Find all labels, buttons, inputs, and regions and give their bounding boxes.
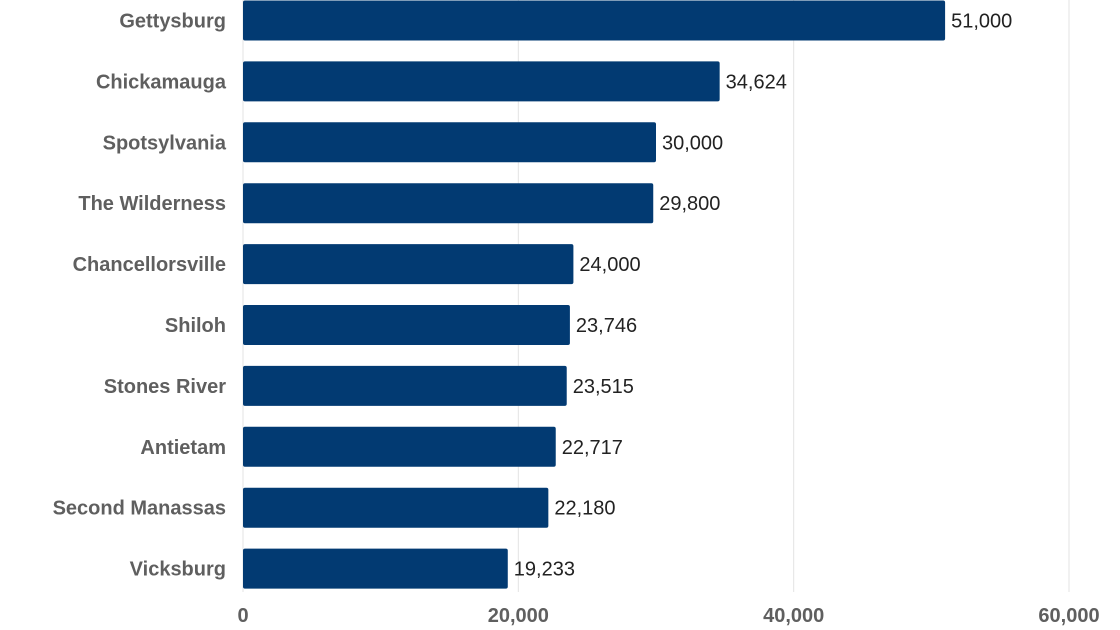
bar [243,61,720,102]
category-label: Vicksburg [130,559,226,581]
value-label: 24,000 [579,254,640,276]
x-tick-label: 40,000 [763,605,824,627]
x-tick-label: 20,000 [488,605,549,627]
category-label: Spotsylvania [103,132,227,154]
value-label: 30,000 [662,132,723,154]
bar [243,0,946,41]
value-label: 22,180 [554,498,615,520]
bar [243,183,654,224]
category-label: Antietam [140,437,226,459]
category-label: Chickamauga [96,71,227,93]
bar [243,305,570,345]
category-label: Stones River [104,376,226,398]
category-label: Gettysburg [119,11,226,33]
bar-layer [243,0,946,589]
bar [243,244,574,285]
bar [243,487,549,528]
category-label: Shiloh [165,315,226,337]
value-label: 29,800 [659,193,720,215]
value-label: 23,746 [576,315,637,337]
category-label: Second Manassas [53,498,226,520]
x-tick-label: 0 [237,605,248,627]
label-layer: Gettysburg 51,000 Chickamauga 34,624 Spotsyl… [53,11,1013,581]
value-label: 51,000 [951,11,1012,33]
bar [243,365,567,406]
x-axis: 0 20,000 40,000 60,000 [237,605,1099,627]
category-label: Chancellorsville [73,254,226,276]
value-label: 23,515 [573,376,634,398]
x-tick-label: 60,000 [1038,605,1099,627]
bar [243,548,508,589]
bar [243,426,556,467]
bar [243,122,656,163]
category-label: The Wilderness [78,193,226,215]
value-label: 22,717 [562,437,623,459]
value-label: 34,624 [726,71,787,93]
value-label: 19,233 [514,559,575,581]
